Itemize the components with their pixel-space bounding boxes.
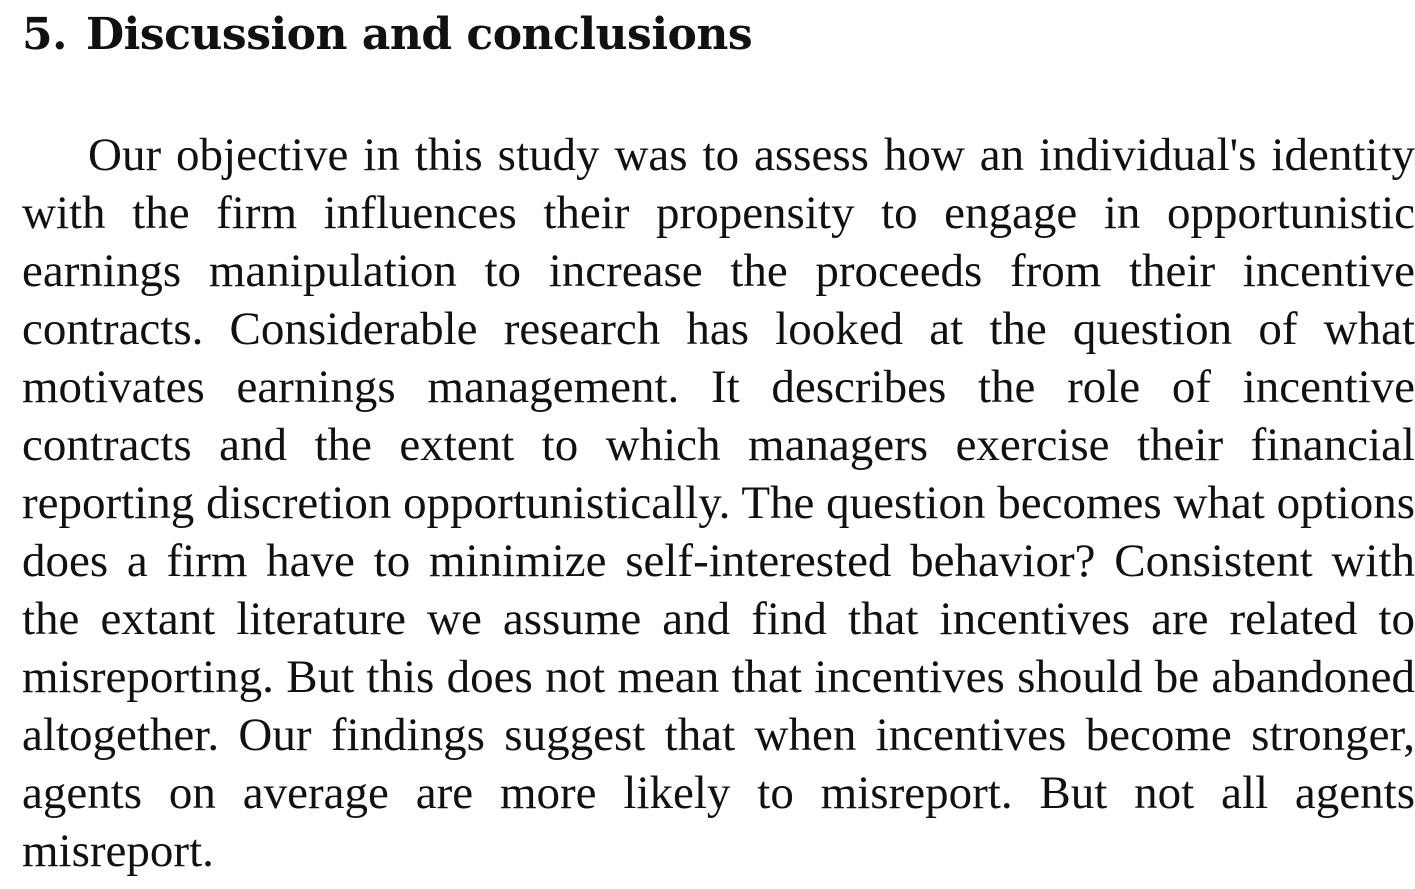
section-title: Discussion and conclusions	[86, 9, 753, 60]
section-number: 5.	[22, 9, 67, 60]
body-paragraph: Our objective in this study was to asses…	[22, 129, 1415, 877]
document-page: 5. Discussion and conclusions Our objecti…	[22, 0, 1415, 880]
section-heading: 5. Discussion and conclusions	[22, 0, 1415, 66]
